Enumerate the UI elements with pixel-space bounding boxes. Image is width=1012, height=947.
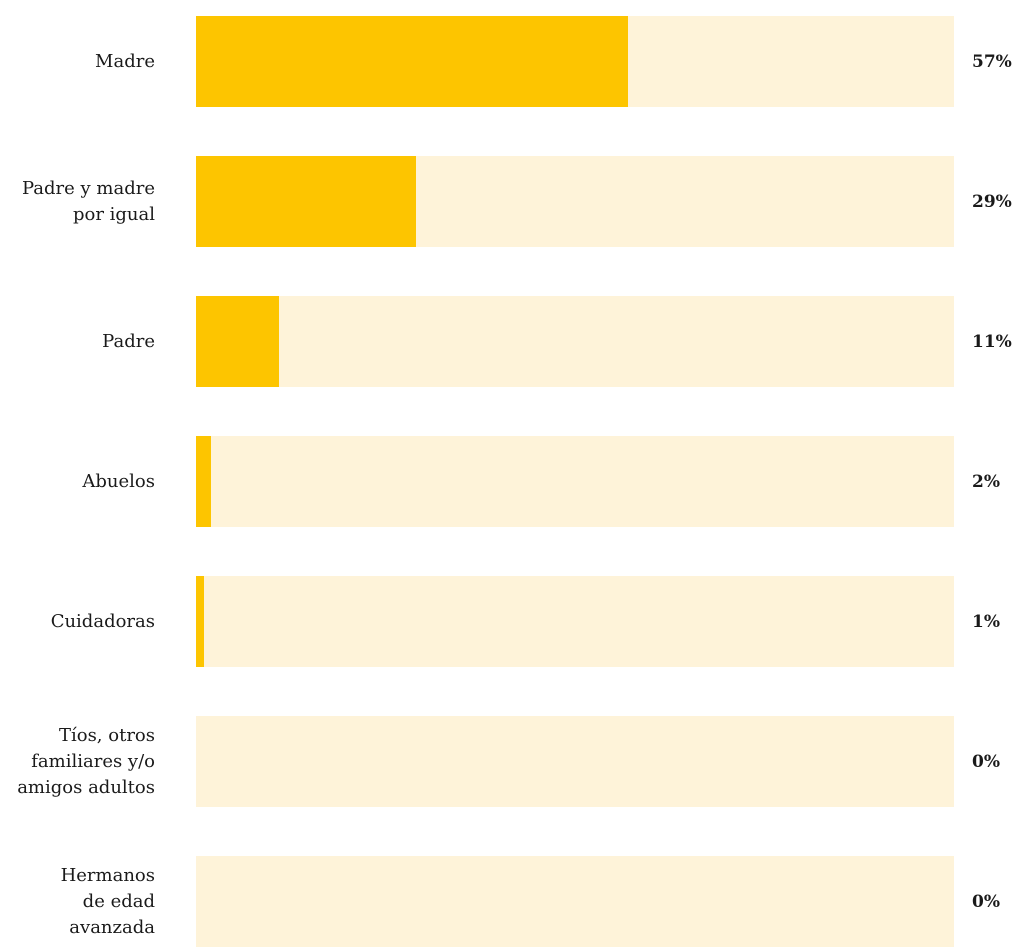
value-label: 0% [972,751,1000,772]
category-label: Padre [102,330,155,352]
bar-row: Tíos, otros familiares y/o amigos adulto… [0,716,1012,807]
bar-track [196,436,954,527]
category-label: Hermanos de edad avanzada [60,864,155,938]
bar [196,156,416,247]
bar-row: Hermanos de edad avanzada 0% [0,856,1012,947]
value-label: 2% [972,471,1000,492]
bar-track [196,716,954,807]
category-label: Abuelos [82,470,155,492]
category-label: Tíos, otros familiares y/o amigos adulto… [17,724,155,798]
bar-track [196,156,954,247]
bar-track [196,856,954,947]
bar-track [196,576,954,667]
bar-row: Padre y madre por igual 29% [0,156,1012,247]
category-label: Cuidadoras [50,610,155,632]
bar-track [196,296,954,387]
value-label: 11% [972,331,1012,352]
bar-row: Padre 11% [0,296,1012,387]
category-label: Madre [95,50,155,72]
value-label: 29% [972,191,1012,212]
bar-row: Abuelos 2% [0,436,1012,527]
bar [196,16,629,107]
value-label: 57% [972,51,1012,72]
bar-row: Cuidadoras 1% [0,576,1012,667]
bar [196,576,204,667]
bar-track [196,16,954,107]
value-label: 0% [972,891,1000,912]
category-label: Padre y madre por igual [21,177,155,225]
value-label: 1% [972,611,1000,632]
bar [196,296,280,387]
bar [196,436,212,527]
bar-row: Madre 57% [0,16,1012,107]
